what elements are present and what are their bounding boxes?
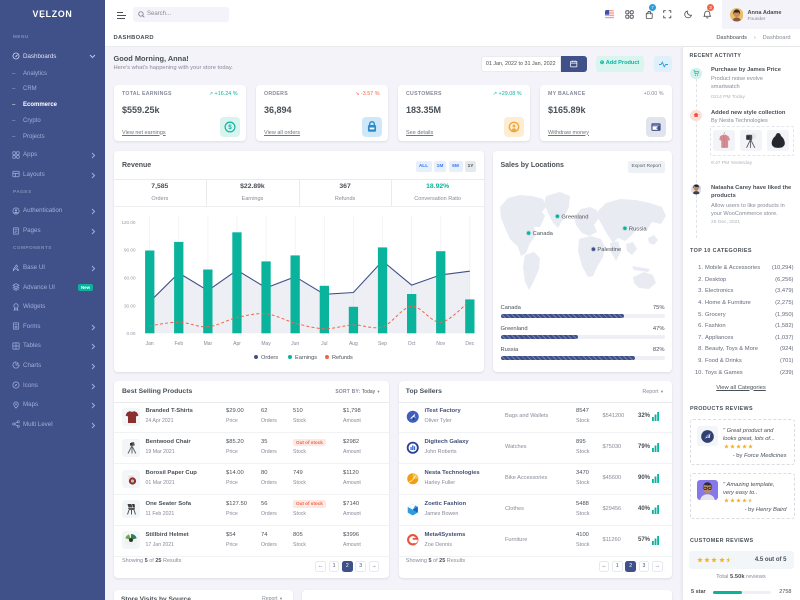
svg-text:$: $ xyxy=(228,124,232,131)
svg-text:Jun: Jun xyxy=(291,341,299,347)
svg-text:Aug: Aug xyxy=(348,341,357,347)
svg-text:Sep: Sep xyxy=(378,341,387,347)
svg-text:May: May xyxy=(261,341,271,347)
svg-text:60.00: 60.00 xyxy=(124,276,136,281)
svg-text:Jan: Jan xyxy=(145,341,153,347)
svg-text:Dec: Dec xyxy=(465,341,474,347)
svg-text:Jul: Jul xyxy=(321,341,327,347)
svg-text:Apr: Apr xyxy=(233,341,241,347)
svg-text:Refunds: Refunds xyxy=(332,355,353,361)
svg-text:Greenland: Greenland xyxy=(561,214,588,220)
svg-text:Earnings: Earnings xyxy=(295,355,317,361)
svg-text:30.00: 30.00 xyxy=(124,303,136,308)
svg-text:120.00: 120.00 xyxy=(121,220,135,225)
svg-text:0.00: 0.00 xyxy=(126,331,135,336)
svg-text:90.00: 90.00 xyxy=(124,248,136,253)
svg-text:Canada: Canada xyxy=(533,231,554,237)
svg-text:Orders: Orders xyxy=(261,355,278,361)
svg-text:Nov: Nov xyxy=(436,341,445,347)
svg-text:Mar: Mar xyxy=(203,341,212,347)
svg-text:Russia: Russia xyxy=(629,226,647,232)
svg-text:Feb: Feb xyxy=(174,341,183,347)
svg-text:Palestine: Palestine xyxy=(597,247,621,253)
svg-text:Oct: Oct xyxy=(407,341,415,347)
